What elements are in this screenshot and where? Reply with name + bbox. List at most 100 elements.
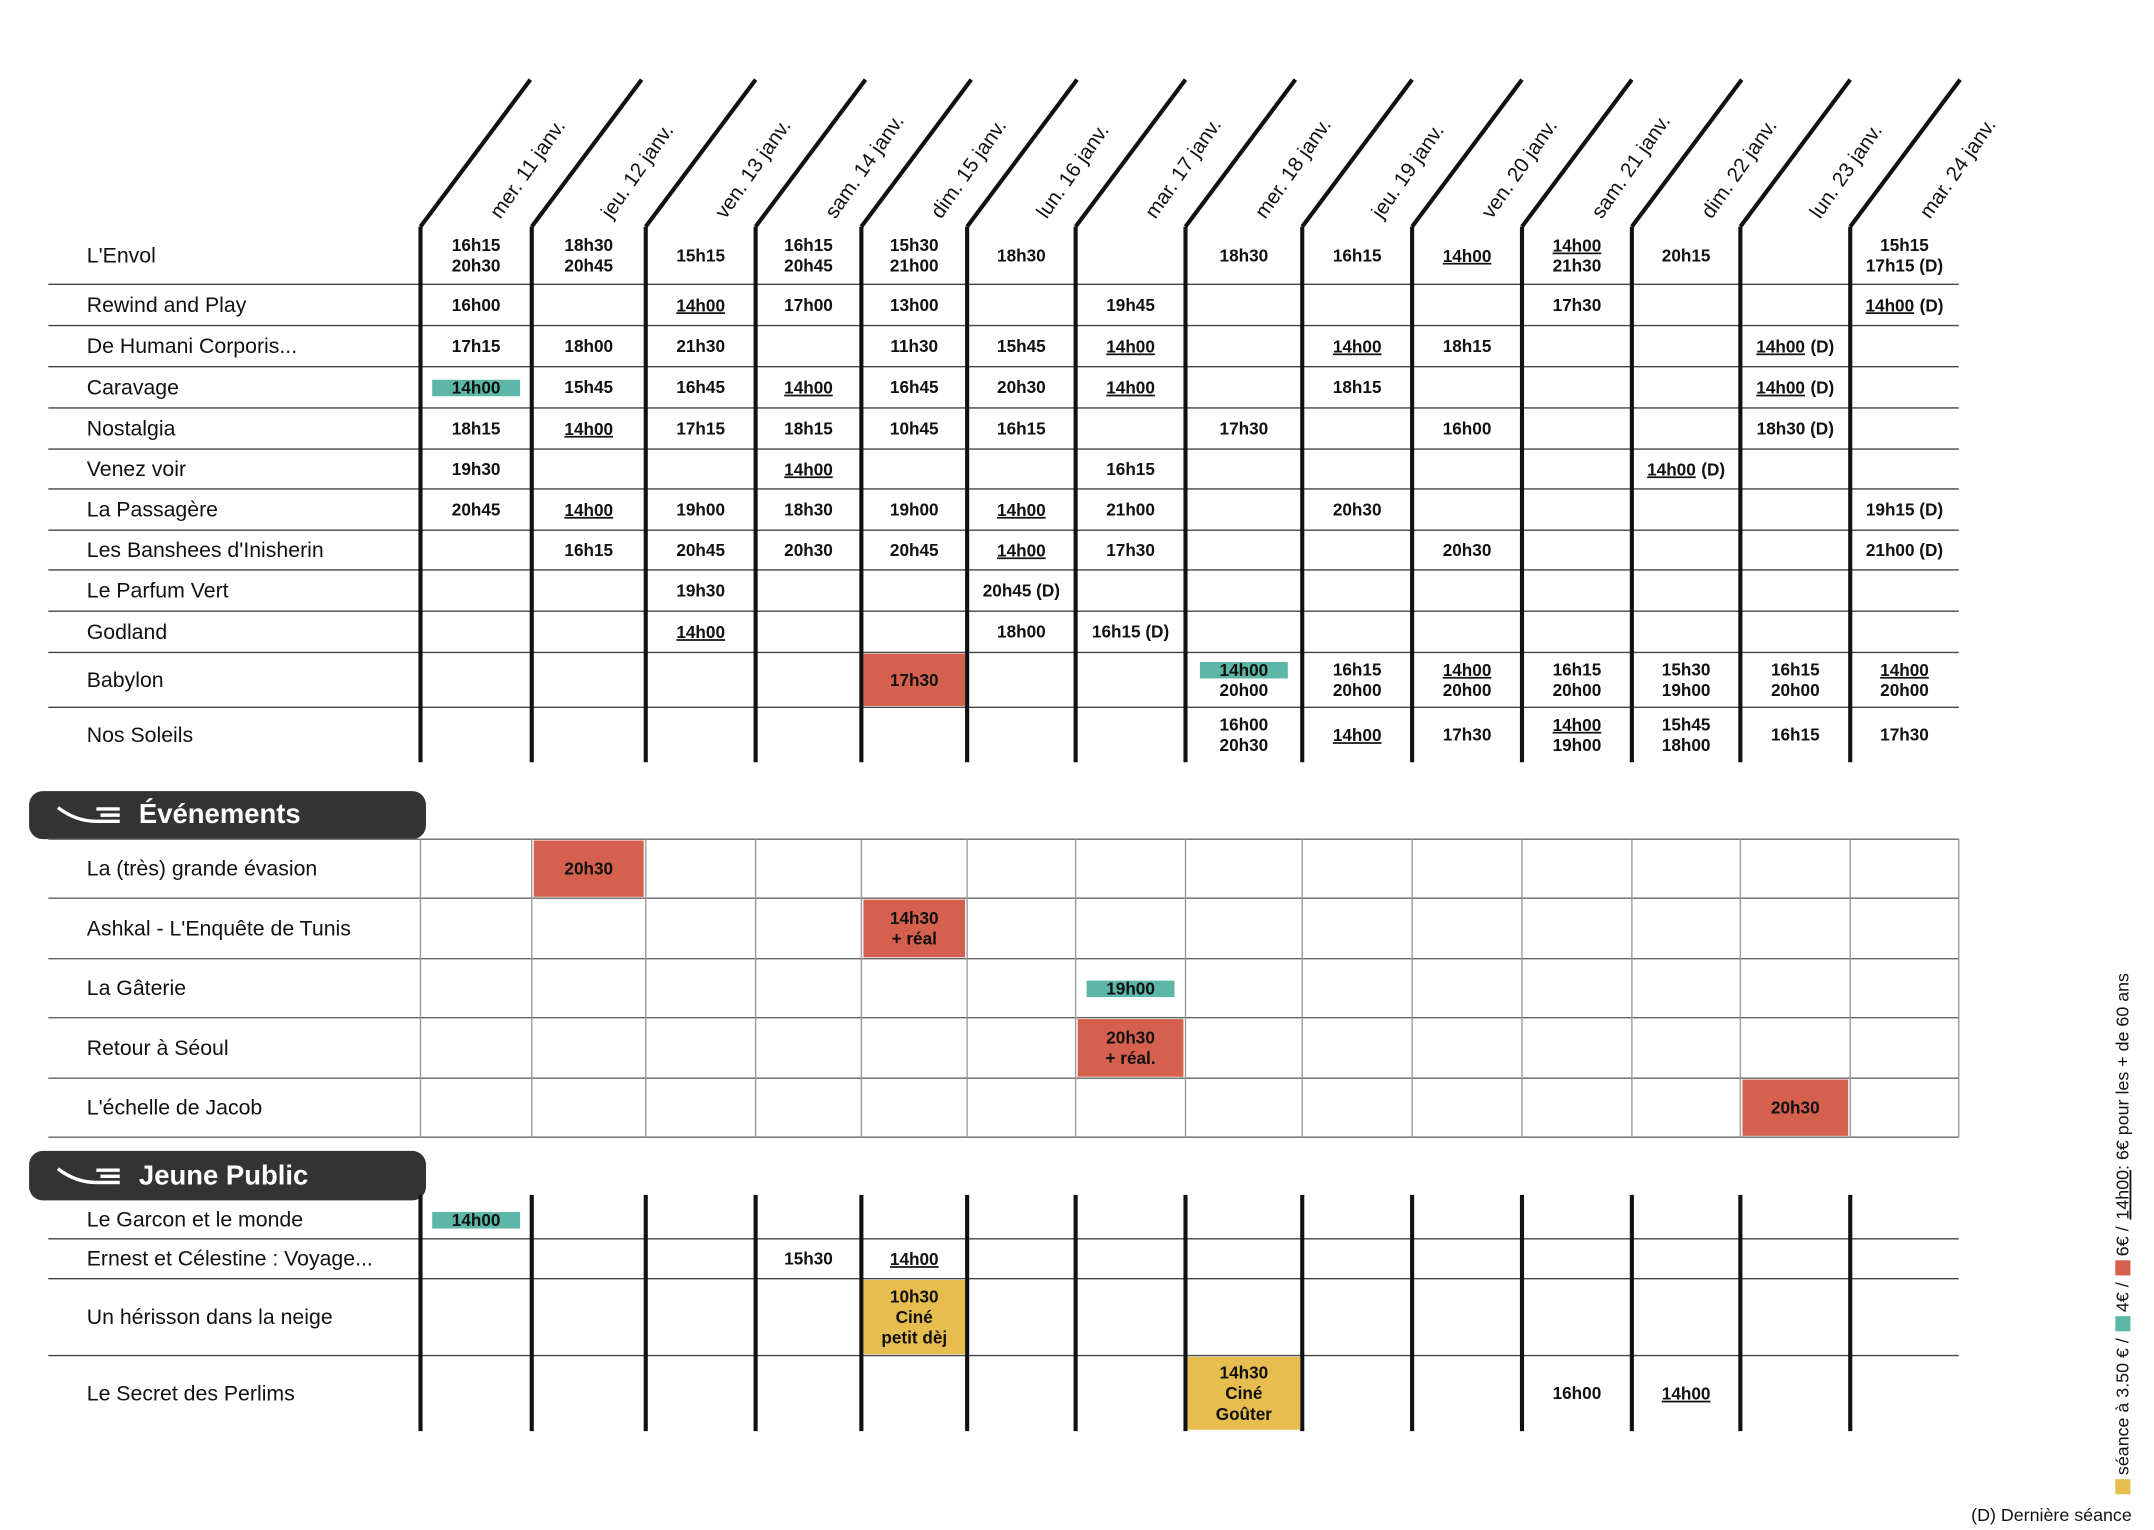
day-label: lun. 23 janv. xyxy=(1805,120,1887,223)
showtime: 18h30 xyxy=(784,499,833,519)
showtime: 14h00 (D) xyxy=(1647,459,1725,479)
showtime: 14h00 xyxy=(1106,336,1155,356)
day-label: lun. 16 janv. xyxy=(1032,120,1114,223)
showtime-text: 14h00 xyxy=(997,499,1046,519)
day-label: dim. 22 janv. xyxy=(1697,115,1782,223)
last-show-mark: (D) xyxy=(1810,377,1834,397)
showtime: 16h15 xyxy=(452,235,501,255)
showtime: 21h00 (D) xyxy=(1866,540,1943,560)
price-cell xyxy=(1742,1079,1849,1136)
showtime: 20h30 xyxy=(1771,1098,1820,1118)
content: mer. 11 janv. jeu. 12 janv. ven. 13 janv. s… xyxy=(87,110,2001,1424)
section-title: Jeune Public xyxy=(139,1159,308,1190)
legend-text: 6€ / xyxy=(2112,1226,2132,1256)
showtime: 14h00 xyxy=(1333,725,1382,745)
showtime: 20h30 xyxy=(784,540,833,560)
header-diagonal xyxy=(859,78,973,228)
showtime-text: 14h00 xyxy=(1553,714,1602,734)
showtime-text: 14h00 xyxy=(997,540,1046,560)
film-title: Venez voir xyxy=(87,457,186,481)
film-title: Rewind and Play xyxy=(87,293,247,317)
showtime: 18h00 xyxy=(1662,735,1711,755)
showtime: 17h30 xyxy=(890,670,939,690)
last-show-note: (D) Dernière séance xyxy=(1971,1505,2132,1525)
showtime: 20h45 xyxy=(564,256,613,276)
showtime: 14h00 xyxy=(564,499,613,519)
showtime: 18h30 xyxy=(564,235,613,255)
day-label: jeu. 19 janv. xyxy=(1367,120,1449,224)
showtime: 18h30 xyxy=(1220,245,1269,265)
showtime: 14h00 xyxy=(784,377,833,397)
showtime: 19h45 xyxy=(1106,295,1155,315)
section-icon xyxy=(56,806,120,824)
day-label: ven. 20 janv. xyxy=(1477,115,1562,223)
showtime-text: 14h00 xyxy=(784,377,833,397)
film-title: Babylon xyxy=(87,668,164,692)
showtime-text: 14h00 xyxy=(1106,377,1155,397)
last-show-mark: (D) xyxy=(1810,336,1834,356)
price-highlight xyxy=(1086,980,1175,998)
showtime: 19h15 (D) xyxy=(1866,499,1943,519)
showtime-text: 19h00 xyxy=(1106,978,1155,998)
price-cell xyxy=(1077,1019,1184,1077)
film-title: Nos Soleils xyxy=(87,723,193,747)
showtime-text: 14h00 xyxy=(1333,725,1382,745)
header-diagonal xyxy=(1520,78,1634,228)
showtime: 18h00 xyxy=(564,336,613,356)
showtime: 20h00 xyxy=(1443,680,1492,700)
header-diagonal xyxy=(1300,78,1414,228)
showtime: 16h15 xyxy=(997,418,1046,438)
showtime: 10h30 xyxy=(890,1286,939,1306)
showtime: 16h15 xyxy=(1553,659,1602,679)
price-cell xyxy=(863,899,966,958)
showtime: 14h00 xyxy=(784,459,833,479)
showtime: Ciné xyxy=(896,1307,933,1327)
film-title: Les Banshees d'Inisherin xyxy=(87,538,324,562)
showtime: 21h30 xyxy=(1553,256,1602,276)
showtime-text: 14h00 xyxy=(1553,235,1602,255)
showtime: 14h00 xyxy=(1553,714,1602,734)
film-title: L'échelle de Jacob xyxy=(87,1096,263,1120)
showtime-text: 14h00 xyxy=(676,622,725,642)
showtime: 18h15 xyxy=(784,418,833,438)
showtime: 17h15 xyxy=(676,418,725,438)
showtime-text: 14h00 xyxy=(1220,659,1269,679)
showtime-text: 14h00 xyxy=(784,459,833,479)
film-title: Caravage xyxy=(87,375,179,399)
showtime: 16h15 xyxy=(1333,245,1382,265)
showtime: 20h15 xyxy=(1662,245,1711,265)
showtime: 20h00 xyxy=(1771,680,1820,700)
section-icon xyxy=(56,1167,120,1185)
showtime: 14h00 xyxy=(1662,1383,1711,1403)
showtime: 20h00 xyxy=(1333,680,1382,700)
showtime-text: 14h00 xyxy=(1880,659,1929,679)
showtime-text: 14h00 xyxy=(1756,377,1805,397)
price-highlight xyxy=(432,1212,521,1229)
header-diagonal xyxy=(1848,78,1962,228)
showtime: 14h00 (D) xyxy=(1756,377,1834,397)
showtime: 17h30 xyxy=(1443,725,1492,745)
header-diagonal xyxy=(1073,78,1188,228)
showtime: 20h30 xyxy=(997,377,1046,397)
film-title: Le Garcon et le monde xyxy=(87,1208,303,1232)
showtime: Ciné xyxy=(1225,1383,1262,1403)
showtime: 19h00 xyxy=(1106,978,1155,998)
day-label: dim. 15 janv. xyxy=(926,115,1011,223)
events-header: Événements xyxy=(29,791,426,840)
header-diagonal xyxy=(1410,78,1524,228)
showtime: 15h45 xyxy=(997,336,1046,356)
day-label: sam. 14 janv. xyxy=(821,110,909,222)
legend-text: 14h00: 6€ pour les + de 60 ans xyxy=(2112,973,2132,1220)
last-show-mark: (D) xyxy=(1920,295,1944,315)
film-title: L'Envol xyxy=(87,243,156,267)
showtime: 20h30 xyxy=(452,256,501,276)
showtime-text: 14h00 xyxy=(1443,245,1492,265)
showtime: 20h30 xyxy=(1106,1028,1155,1048)
showtime: 14h00 xyxy=(1443,659,1492,679)
showtime: 14h00 xyxy=(676,622,725,642)
film-title: Ernest et Célestine : Voyage... xyxy=(87,1247,373,1271)
showtime-text: 14h00 xyxy=(1756,336,1805,356)
showtime: petit dèj xyxy=(881,1328,947,1348)
price-cell xyxy=(863,1280,966,1355)
